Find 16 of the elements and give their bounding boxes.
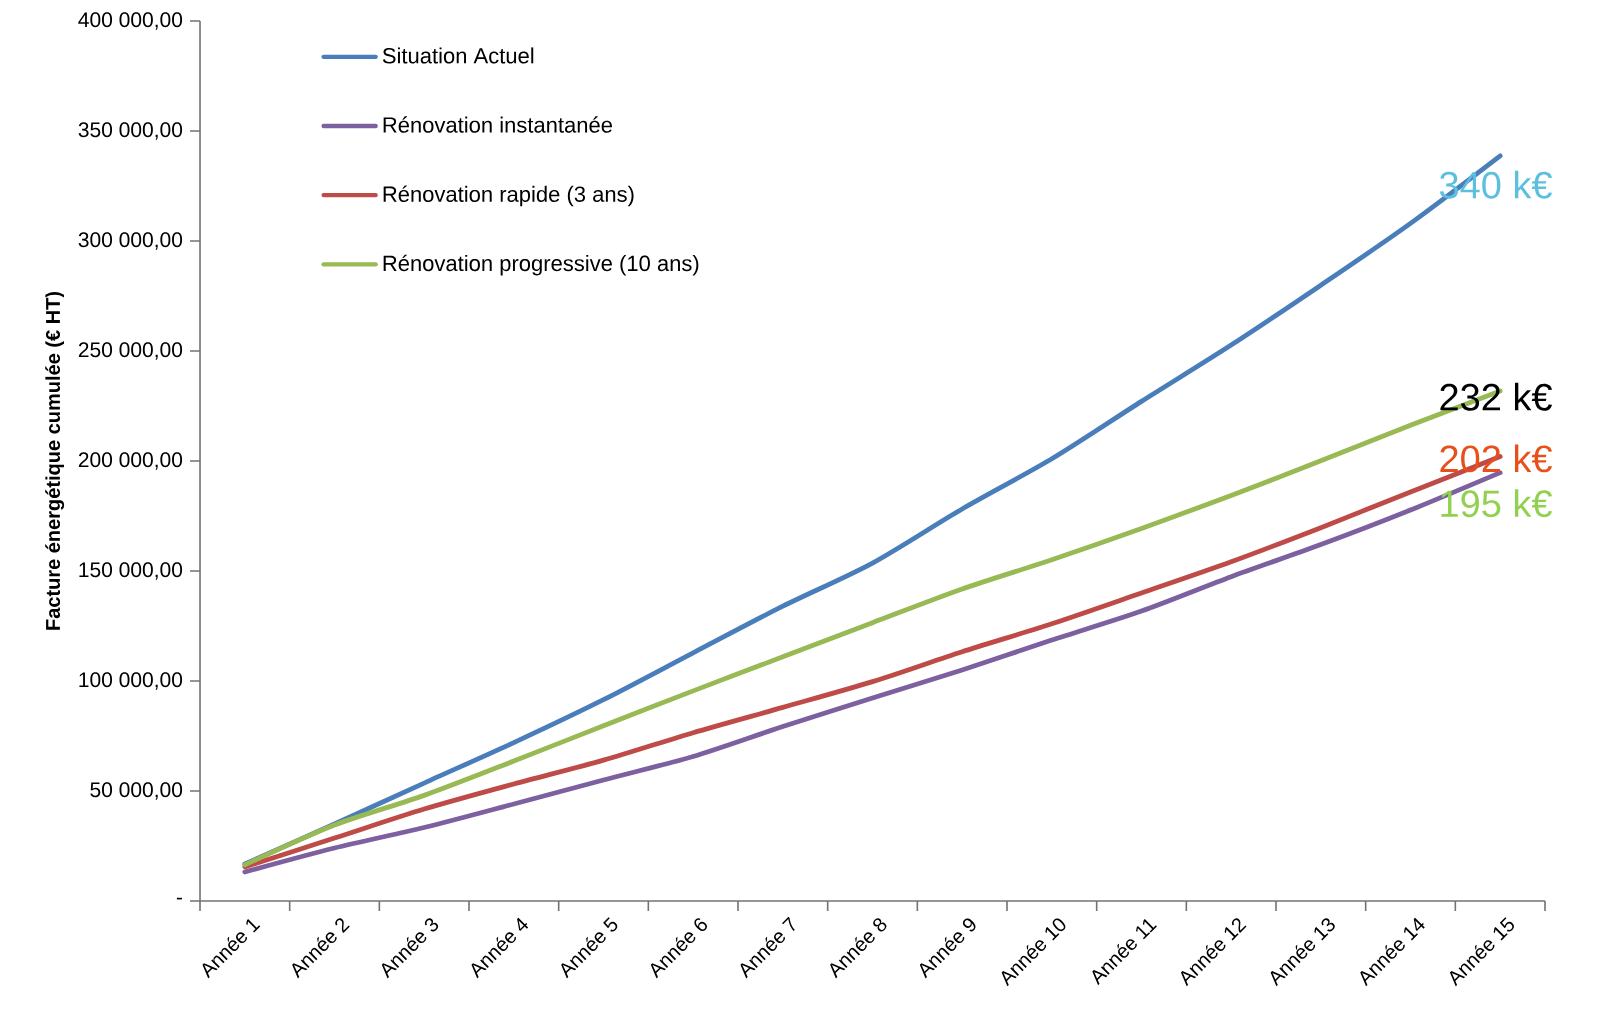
legend-label: Rénovation instantanée	[383, 116, 612, 133]
y-tick-label: -	[176, 897, 182, 900]
y-tick-label: 100 000,00	[79, 672, 183, 690]
legend-label: Situation Actuel	[382, 47, 534, 64]
y-tick-label: 350 000,00	[78, 122, 183, 140]
y-tick-label: 300 000,00	[78, 232, 183, 250]
annotation: 195 k€	[1441, 489, 1552, 518]
y-tick-label: 150 000,00	[79, 562, 183, 580]
legend-label: Rénovation progressive (10 ans)	[383, 254, 699, 276]
y-axis-title: Facture énergétique cumulée (€ HT)	[45, 291, 65, 630]
line-series	[242, 153, 1503, 867]
y-tick-label: 50 000,00	[90, 782, 183, 800]
y-tick-label: 250 000,00	[78, 342, 183, 360]
y-tick-label: 200 000,00	[78, 452, 183, 470]
y-tick-label: 400 000,00	[78, 12, 183, 30]
legend-label: Rénovation rapide (3 ans)	[383, 185, 634, 207]
